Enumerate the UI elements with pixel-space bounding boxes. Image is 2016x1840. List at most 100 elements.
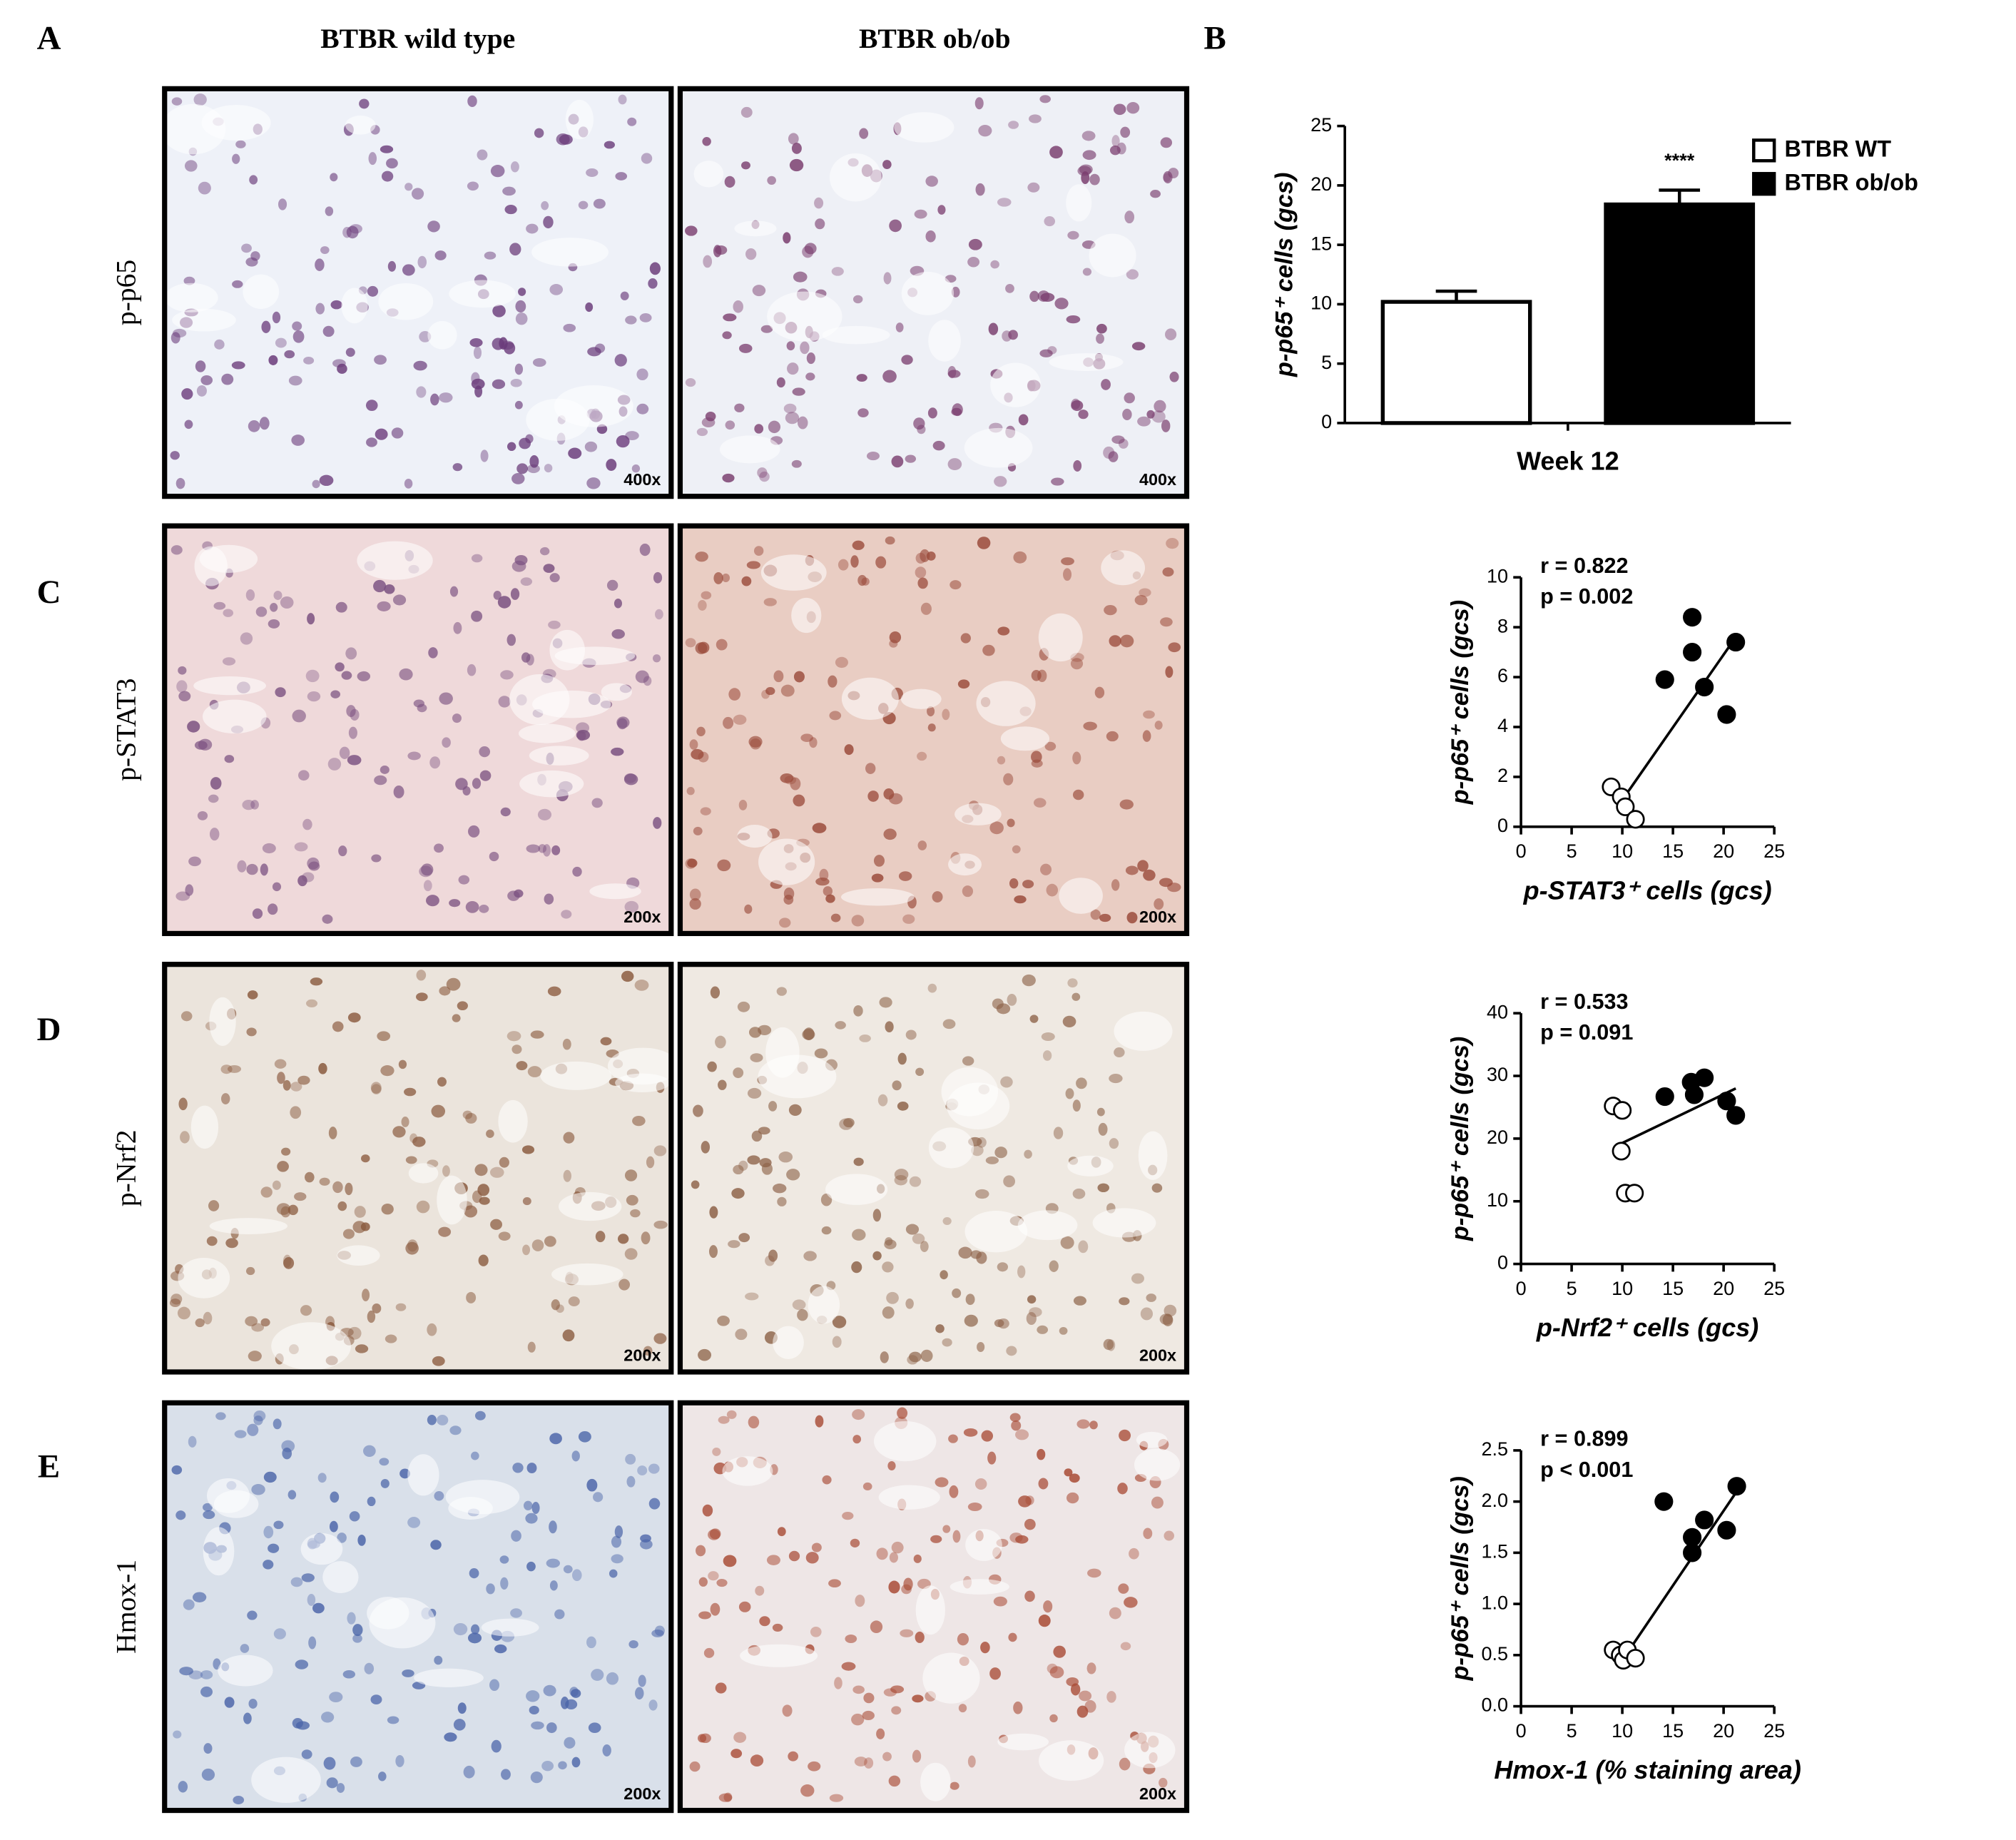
cell-nucleus <box>500 1577 509 1590</box>
cell-nucleus <box>1059 1326 1068 1335</box>
cell-nucleus <box>814 1048 828 1059</box>
cell-nucleus <box>224 755 235 763</box>
cell-nucleus <box>1017 1265 1026 1279</box>
cell-nucleus <box>920 1241 929 1252</box>
cell-nucleus <box>738 799 748 810</box>
lumen <box>161 103 226 155</box>
cell-nucleus <box>1103 1338 1114 1351</box>
y-tick-label: 20 <box>1310 173 1332 195</box>
cell-nucleus <box>815 218 825 230</box>
cell-nucleus <box>805 372 815 381</box>
cell-nucleus <box>586 168 599 177</box>
cell-nucleus <box>1062 1015 1076 1027</box>
cell-nucleus <box>788 1751 798 1762</box>
lumen <box>554 385 633 427</box>
cell-nucleus <box>844 744 854 756</box>
lumen <box>193 676 266 696</box>
cell-nucleus <box>631 464 641 473</box>
cell-nucleus <box>548 620 561 629</box>
cell-nucleus <box>898 871 912 881</box>
cell-nucleus <box>455 778 468 791</box>
lumen <box>878 1485 940 1510</box>
lumen <box>840 888 915 906</box>
cell-nucleus <box>474 1164 488 1176</box>
cell-nucleus <box>471 378 485 390</box>
cell-nucleus <box>347 1012 361 1023</box>
lumen <box>251 1757 321 1803</box>
cell-nucleus <box>737 1001 750 1012</box>
cell-nucleus <box>625 1453 636 1465</box>
cell-nucleus <box>473 346 482 360</box>
cell-nucleus <box>978 124 992 137</box>
cell-nucleus <box>319 474 334 487</box>
cell-nucleus <box>965 1293 975 1306</box>
cell-nucleus <box>967 257 980 268</box>
lumen <box>722 1456 773 1486</box>
cell-nucleus <box>243 1712 252 1724</box>
cell-nucleus <box>606 459 617 471</box>
cell-nucleus <box>828 675 838 688</box>
cell-nucleus <box>1109 1138 1119 1149</box>
cell-nucleus <box>811 1542 822 1552</box>
micrograph-border <box>677 86 1190 499</box>
cell-nucleus <box>715 1035 726 1049</box>
cell-nucleus <box>909 1176 922 1187</box>
cell-nucleus <box>932 440 945 451</box>
cell-nucleus <box>246 1027 257 1037</box>
cell-nucleus <box>812 823 827 833</box>
cell-nucleus <box>1044 741 1057 751</box>
cell-nucleus <box>759 471 770 482</box>
cell-nucleus <box>282 1079 291 1091</box>
cell-nucleus <box>723 313 737 322</box>
cell-nucleus <box>841 1662 856 1671</box>
cell-nucleus <box>1126 912 1138 924</box>
fit-line <box>1618 636 1737 805</box>
cell-nucleus <box>203 1510 215 1520</box>
cell-nucleus <box>892 1080 902 1091</box>
cell-nucleus <box>312 1602 325 1614</box>
point <box>1612 1142 1631 1161</box>
cell-nucleus <box>514 400 523 410</box>
lumen <box>178 1257 230 1298</box>
cell-nucleus <box>990 260 999 269</box>
cell-nucleus <box>942 1019 956 1030</box>
row-label: p-Nrf2 <box>110 1129 141 1206</box>
cell-nucleus <box>377 1031 391 1042</box>
cell-nucleus <box>543 215 554 229</box>
cell-nucleus <box>318 1062 327 1074</box>
cell-nucleus <box>431 1104 446 1118</box>
cell-nucleus <box>432 1356 445 1366</box>
cell-nucleus <box>169 1298 181 1308</box>
cell-nucleus <box>909 1351 922 1363</box>
cell-nucleus <box>200 1686 213 1697</box>
cell-nucleus <box>223 609 234 617</box>
cell-nucleus <box>639 313 652 322</box>
cell-nucleus <box>709 1528 721 1540</box>
cell-nucleus <box>752 285 766 297</box>
cell-nucleus <box>1027 1295 1037 1304</box>
magnification: 200x <box>1139 1784 1176 1803</box>
cell-nucleus <box>479 905 489 913</box>
x-tick-label: 10 <box>1612 1720 1633 1742</box>
cell-nucleus <box>370 1082 382 1094</box>
cell-nucleus <box>710 1602 721 1616</box>
cell-nucleus <box>534 128 544 138</box>
cell-nucleus <box>283 1257 295 1269</box>
cell-nucleus <box>586 1636 596 1649</box>
cell-nucleus <box>404 1087 417 1097</box>
cell-nucleus <box>802 1029 815 1040</box>
cell-nucleus <box>231 361 245 370</box>
cell-nucleus <box>902 914 915 924</box>
micrograph: 200x <box>677 1400 1190 1814</box>
cell-nucleus <box>917 840 927 850</box>
cell-nucleus <box>385 1334 397 1343</box>
cell-nucleus <box>891 455 904 468</box>
cell-nucleus <box>402 264 415 276</box>
micrograph-border <box>677 962 1190 1375</box>
cell-nucleus <box>335 601 347 613</box>
cell-nucleus <box>797 416 808 429</box>
cell-nucleus <box>395 1754 404 1767</box>
cell-nucleus <box>568 1296 580 1306</box>
cell-nucleus <box>786 1169 800 1181</box>
cell-nucleus <box>797 1308 808 1321</box>
